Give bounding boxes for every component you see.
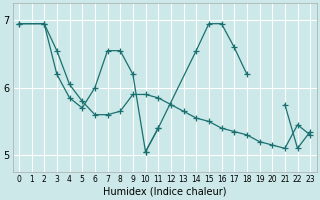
X-axis label: Humidex (Indice chaleur): Humidex (Indice chaleur) (103, 187, 226, 197)
